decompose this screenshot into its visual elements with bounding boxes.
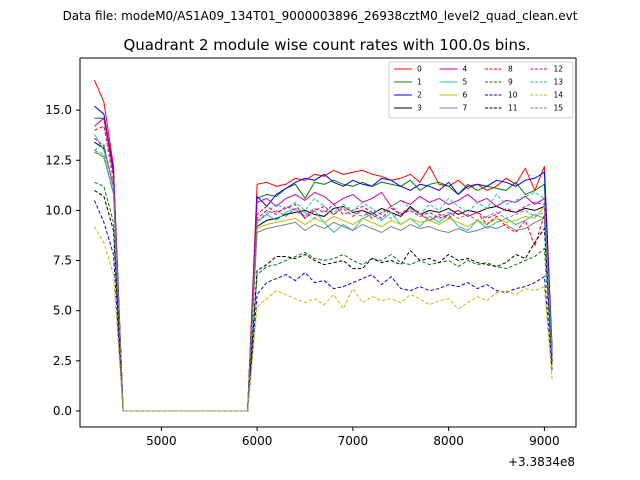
x-tick-label: 6000	[242, 434, 273, 448]
x-tick-label: 8000	[433, 434, 464, 448]
y-tick-label: 0.0	[53, 404, 72, 418]
data-file-suptitle: Data file: modeM0/AS1A09_134T01_90000038…	[63, 9, 578, 23]
chart-title: Quadrant 2 module wise count rates with …	[123, 36, 530, 54]
y-tick-label: 7.5	[53, 254, 72, 268]
legend-label-7: 7	[463, 104, 468, 113]
x-tick-label: 5000	[146, 434, 177, 448]
legend-label-4: 4	[463, 65, 468, 74]
legend-label-8: 8	[508, 65, 513, 74]
x-offset-label: +3.3834e8	[508, 455, 575, 469]
y-tick-label: 5.0	[53, 304, 72, 318]
x-tick-label: 9000	[529, 434, 560, 448]
series-line-8	[94, 125, 553, 412]
legend-label-9: 9	[508, 78, 513, 87]
y-tick-label: 10.0	[45, 203, 72, 217]
series-line-9	[94, 181, 553, 412]
legend-label-1: 1	[417, 78, 422, 87]
series-line-14	[93, 226, 553, 412]
legend-box	[388, 61, 574, 119]
y-tick-label: 12.5	[45, 153, 72, 167]
series-line-2	[94, 105, 553, 412]
y-tick-label: 2.5	[53, 354, 72, 368]
legend-label-0: 0	[417, 65, 422, 74]
legend-label-3: 3	[417, 104, 422, 113]
series-line-6	[94, 149, 553, 412]
legend-label-11: 11	[508, 104, 518, 113]
series-line-13	[94, 149, 553, 412]
y-tick-label: 15.0	[45, 103, 72, 117]
series-line-15	[94, 143, 553, 412]
legend-label-10: 10	[508, 91, 518, 100]
legend-label-12: 12	[554, 65, 564, 74]
x-tick-label: 7000	[338, 434, 369, 448]
axes: 5000 6000 7000 8000 9000 0.0 2.5 5.0 7.5 10.0 12.5…	[45, 103, 559, 448]
series-line-12	[94, 137, 553, 412]
legend-label-2: 2	[417, 91, 422, 100]
legend-label-14: 14	[554, 91, 564, 100]
series-line-0	[93, 79, 553, 412]
series-layer	[93, 79, 553, 412]
legend-label-5: 5	[463, 78, 468, 87]
series-line-7	[94, 151, 553, 412]
legend-label-13: 13	[554, 78, 564, 87]
legend-label-6: 6	[463, 91, 468, 100]
plot-frame	[79, 57, 577, 428]
series-line-10	[93, 200, 553, 412]
legend-label-15: 15	[554, 104, 564, 113]
series-line-3	[94, 141, 553, 412]
